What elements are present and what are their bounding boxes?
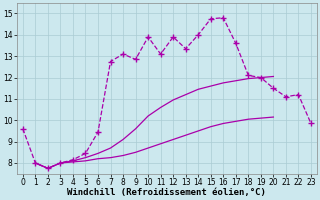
X-axis label: Windchill (Refroidissement éolien,°C): Windchill (Refroidissement éolien,°C) [68,188,266,197]
